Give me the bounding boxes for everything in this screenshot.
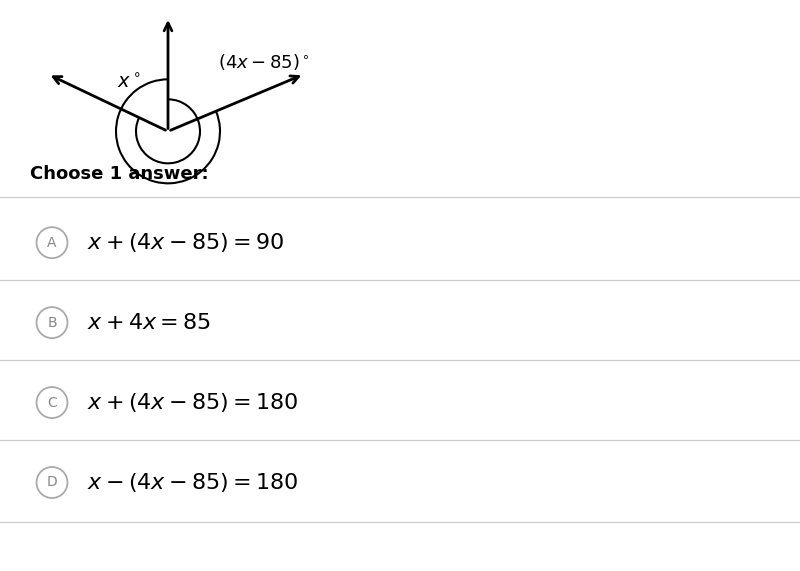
Text: Choose 1 answer:: Choose 1 answer: bbox=[30, 165, 209, 183]
Text: $x + 4x = 85$: $x + 4x = 85$ bbox=[87, 312, 211, 333]
Text: $(4x - 85)^\circ$: $(4x - 85)^\circ$ bbox=[218, 52, 310, 72]
Text: $x + (4x - 85) = 90$: $x + (4x - 85) = 90$ bbox=[87, 231, 285, 254]
Text: A: A bbox=[47, 236, 57, 250]
Text: $x^\circ$: $x^\circ$ bbox=[118, 73, 142, 93]
Text: B: B bbox=[47, 316, 57, 329]
Text: C: C bbox=[47, 396, 57, 409]
Text: D: D bbox=[46, 476, 58, 489]
Text: $x - (4x - 85) = 180$: $x - (4x - 85) = 180$ bbox=[87, 471, 298, 494]
Text: $x + (4x - 85) = 180$: $x + (4x - 85) = 180$ bbox=[87, 391, 298, 414]
